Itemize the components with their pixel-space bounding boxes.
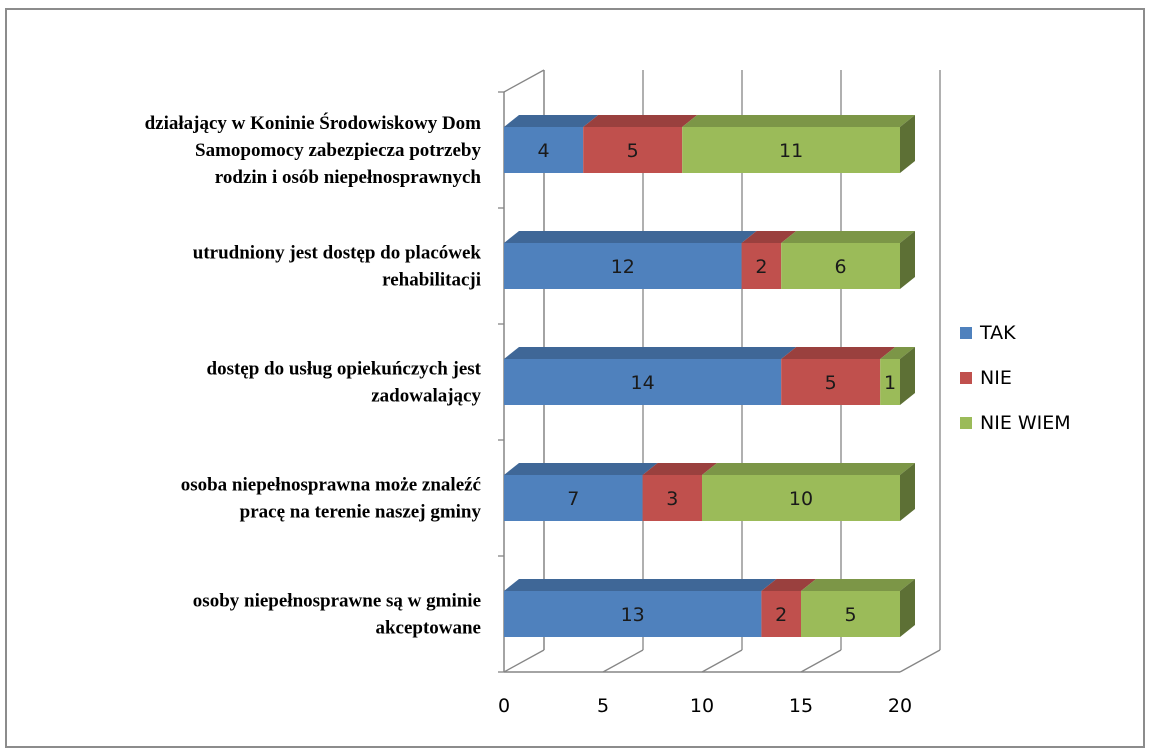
- bar-top-face: [682, 115, 915, 127]
- category-label: osoby niepełnosprawne są w gminie akcepto…: [193, 591, 481, 639]
- bar-top-face: [642, 463, 717, 475]
- legend-swatch: [960, 417, 972, 429]
- bar-top-face: [504, 463, 658, 475]
- bar-top-face: [504, 579, 777, 591]
- category-label-line: utrudniony jest dostęp do placówek: [193, 243, 482, 264]
- data-label: 2: [775, 604, 787, 626]
- x-tick-label: 15: [789, 695, 813, 717]
- bar-segment: [880, 359, 900, 405]
- bar-segment: [583, 127, 683, 173]
- data-label: 10: [789, 488, 813, 510]
- x-tick-labels: 0 5 10 15 20: [498, 695, 912, 717]
- bar-segment: [504, 359, 782, 405]
- data-label: 14: [631, 372, 655, 394]
- category-label-line: osoby niepełnosprawne są w gminie: [193, 591, 481, 612]
- category-label-line: Samopomocy zabezpiecza potrzeby: [195, 140, 481, 161]
- side-wall-top-edge: [503, 69, 545, 93]
- bar-segment: [504, 591, 762, 637]
- category-label-line: dostęp do usług opiekuńczych jest: [207, 359, 482, 380]
- bar-top-face: [702, 463, 915, 475]
- floor-gridline: [800, 649, 842, 673]
- category-label: utrudniony jest dostęp do placówek rehabi…: [193, 243, 482, 291]
- legend: TAK NIE NIE WIEM: [960, 322, 1071, 434]
- bar-segment: [702, 475, 900, 521]
- bar-top-face: [504, 115, 599, 127]
- category-labels: działający w Koninie Środowiskowy Dom Sam…: [145, 112, 482, 639]
- floor-gridline: [701, 649, 743, 673]
- category-label-line: osoba niepełnosprawna może znaleźć: [181, 475, 481, 496]
- bar-top-face: [781, 231, 915, 243]
- bar-top-face: [504, 347, 797, 359]
- x-tick-label: 10: [690, 695, 714, 717]
- floor-gridline: [503, 649, 545, 673]
- bar-top-face: [761, 579, 816, 591]
- bar-segment: [682, 127, 900, 173]
- bars: [504, 115, 915, 637]
- legend-swatch: [960, 327, 972, 339]
- floor-gridline: [602, 649, 644, 673]
- bar-segment: [504, 475, 643, 521]
- data-label: 5: [844, 604, 856, 626]
- bar-top-face: [504, 231, 757, 243]
- bar-segment: [801, 591, 900, 637]
- category-label-line: zadowalający: [371, 386, 481, 407]
- x-tick-label: 20: [888, 695, 912, 717]
- legend-label: NIE WIEM: [980, 412, 1071, 434]
- legend-label: TAK: [979, 322, 1016, 344]
- data-labels: 4 5 11 12 2 6 14 5 1 7 3 10 13 2 5: [538, 140, 897, 626]
- category-label-line: działający w Koninie Środowiskowy Dom: [145, 112, 482, 134]
- bar-segment: [504, 243, 742, 289]
- bar-side-face: [900, 347, 915, 405]
- category-label-line: akceptowane: [375, 618, 481, 639]
- category-label-line: rehabilitacji: [382, 270, 481, 291]
- data-label: 4: [538, 140, 550, 162]
- bar-side-face: [900, 231, 915, 289]
- bar-side-face: [900, 115, 915, 173]
- category-label: osoba niepełnosprawna może znaleźć pracę …: [181, 475, 482, 523]
- category-label: działający w Koninie Środowiskowy Dom Sam…: [145, 112, 482, 188]
- bar-side-face: [900, 579, 915, 637]
- bar-segment: [761, 591, 801, 637]
- legend-label: NIE: [980, 367, 1012, 389]
- data-label: 5: [825, 372, 837, 394]
- data-label: 3: [666, 488, 678, 510]
- category-label: dostęp do usług opiekuńczych jest zadowal…: [207, 359, 482, 407]
- x-tick-label: 5: [597, 695, 609, 717]
- bar-top-face: [880, 347, 915, 359]
- bar-segment: [504, 127, 584, 173]
- x-tick-label: 0: [498, 695, 510, 717]
- legend-swatch: [960, 372, 972, 384]
- data-label: 2: [755, 256, 767, 278]
- bar-side-face: [900, 463, 915, 521]
- bar-top-face: [583, 115, 698, 127]
- data-label: 7: [567, 488, 579, 510]
- data-label: 13: [621, 604, 645, 626]
- bar-segment: [741, 243, 782, 289]
- data-label: 1: [884, 372, 896, 394]
- floor-gridline: [899, 649, 941, 673]
- bar-segment: [642, 475, 702, 521]
- data-label: 12: [611, 256, 635, 278]
- category-label-line: pracę na terenie naszej gminy: [240, 502, 482, 523]
- data-label: 11: [779, 140, 803, 162]
- bar-segment: [781, 243, 900, 289]
- category-label-line: rodzin i osób niepełnosprawnych: [215, 167, 482, 188]
- bar-top-face: [801, 579, 915, 591]
- bar-top-face: [741, 231, 797, 243]
- bar-segment: [781, 359, 881, 405]
- data-label: 6: [835, 256, 847, 278]
- bar-top-face: [781, 347, 896, 359]
- data-label: 5: [627, 140, 639, 162]
